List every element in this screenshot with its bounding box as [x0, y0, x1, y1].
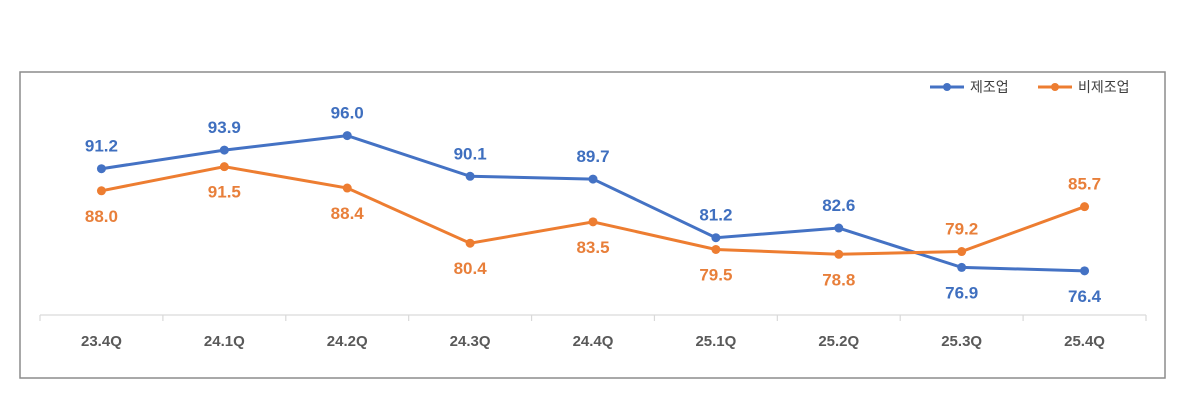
data-point	[96, 186, 106, 196]
data-point	[342, 183, 352, 193]
data-label: 88.0	[85, 207, 118, 226]
data-point	[96, 164, 106, 174]
data-point	[957, 262, 967, 272]
data-label: 89.7	[576, 147, 609, 166]
data-point	[588, 174, 598, 184]
data-label: 76.4	[1068, 287, 1102, 306]
legend-label: 제조업	[970, 79, 1009, 95]
data-label: 93.9	[208, 118, 241, 137]
data-label: 91.5	[208, 183, 241, 202]
data-point	[588, 217, 598, 227]
data-point	[1080, 266, 1090, 276]
x-tick-label: 24.4Q	[573, 333, 614, 350]
data-label: 79.2	[945, 220, 978, 239]
data-point	[465, 238, 475, 248]
data-label: 82.6	[822, 196, 855, 215]
series-group: 91.2 93.9 96.0 90.1 89.7 81.2 82.6 76.9 76.4 88.0…	[85, 104, 1102, 306]
data-label: 85.7	[1068, 175, 1101, 194]
x-tick-label: 23.4Q	[81, 333, 122, 350]
x-tick-label: 25.1Q	[695, 333, 736, 350]
data-label: 90.1	[454, 144, 487, 163]
legend-label: 비제조업	[1078, 79, 1130, 95]
data-point	[465, 171, 475, 181]
data-point	[711, 233, 721, 243]
x-tick-label: 25.4Q	[1064, 333, 1105, 350]
data-point	[711, 244, 721, 254]
data-label: 88.4	[331, 204, 365, 223]
x-axis: 23.4Q 24.1Q 24.2Q 24.3Q 24.4Q 25.1Q 25.2Q 25.3Q…	[39, 314, 1147, 350]
data-label: 96.0	[331, 104, 364, 123]
data-point	[342, 131, 352, 141]
data-point	[957, 247, 967, 257]
x-tick-label: 25.2Q	[818, 333, 859, 350]
data-label: 81.2	[699, 206, 732, 225]
data-label: 76.9	[945, 283, 978, 302]
data-label: 91.2	[85, 137, 118, 156]
data-label: 83.5	[576, 238, 609, 257]
x-tick-label: 24.3Q	[450, 333, 491, 350]
chart-frame	[19, 71, 1166, 379]
data-point	[219, 145, 229, 155]
data-label: 79.5	[699, 265, 732, 284]
data-point	[834, 249, 844, 259]
data-point	[1080, 202, 1090, 212]
x-tick-label: 24.1Q	[204, 333, 245, 350]
legend: 제조업 비제조업	[930, 79, 1130, 95]
x-tick-label: 24.2Q	[327, 333, 368, 350]
data-label: 80.4	[454, 259, 488, 278]
data-point	[219, 162, 229, 172]
data-point	[834, 223, 844, 233]
data-label: 78.8	[822, 270, 855, 289]
x-tick-label: 25.3Q	[941, 333, 982, 350]
legend-marker-icon	[1051, 83, 1059, 91]
legend-marker-icon	[943, 83, 951, 91]
